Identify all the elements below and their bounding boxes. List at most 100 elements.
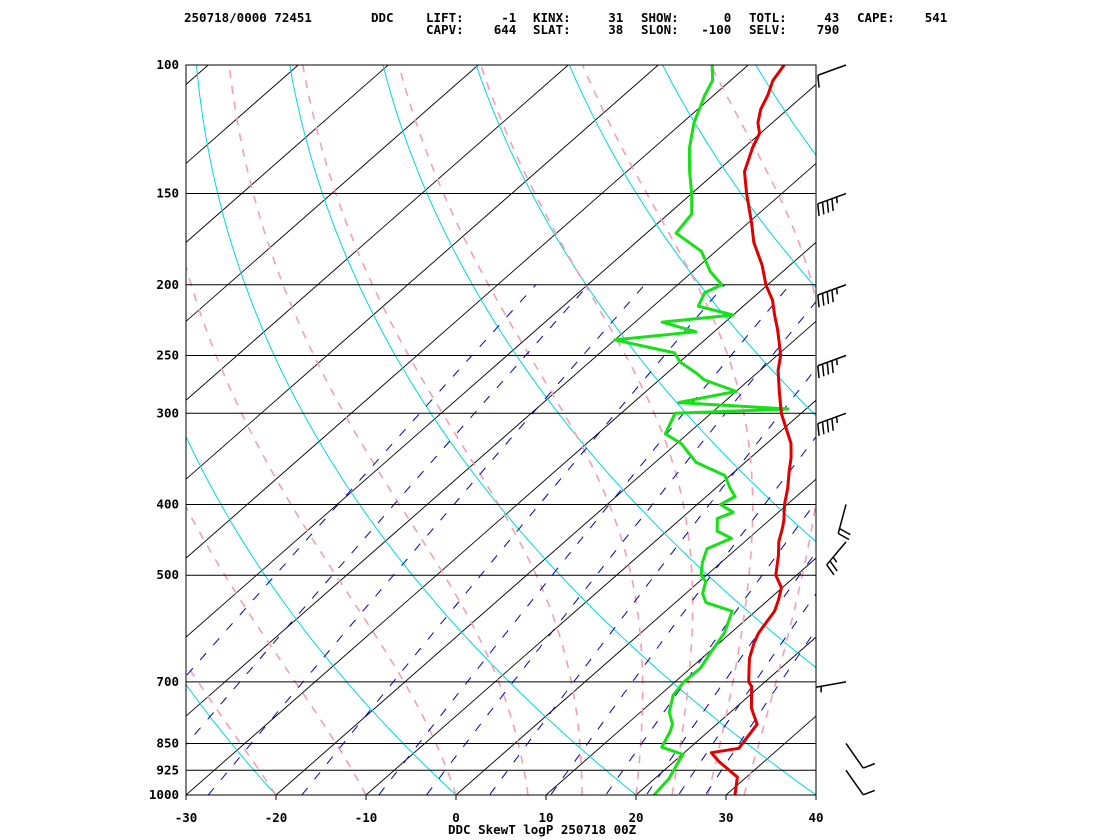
wind-barb-flag bbox=[821, 202, 825, 215]
wind-barb-flag bbox=[829, 560, 838, 572]
dry-adiabat-line bbox=[186, 435, 457, 795]
isotherm-line bbox=[275, 320, 816, 795]
isotherm-line bbox=[186, 65, 299, 165]
wind-barb bbox=[845, 769, 876, 796]
wind-barb-flag bbox=[826, 362, 830, 375]
moist-adiabat-line bbox=[186, 505, 367, 795]
header: 250718/0000 72451 DDC LIFT: -1 KINX: 31 … bbox=[184, 10, 947, 37]
header-cape: CAPE: 541 bbox=[857, 10, 947, 25]
pressure-tick-label: 200 bbox=[156, 277, 179, 292]
pressure-tick-label: 300 bbox=[156, 405, 179, 420]
wind-barb-flag bbox=[831, 418, 834, 431]
wind-barb-staff bbox=[845, 769, 864, 796]
dry-adiabat-line bbox=[568, 65, 816, 417]
moist-adiabat-line bbox=[186, 662, 277, 795]
isotherm-line bbox=[365, 399, 816, 795]
temperature-tick-label: -20 bbox=[265, 810, 288, 825]
wind-barbs bbox=[816, 64, 876, 796]
wind-barb bbox=[817, 354, 847, 379]
header-lift: LIFT: -1 bbox=[426, 10, 516, 25]
wind-barb-flag bbox=[831, 360, 834, 374]
isotherm-line bbox=[545, 557, 816, 795]
mixing-ratio-line bbox=[677, 592, 816, 795]
wind-barb bbox=[817, 284, 847, 308]
wind-barb bbox=[817, 192, 847, 217]
temperature-tick-label: 40 bbox=[808, 810, 823, 825]
pressure-tick-label: 925 bbox=[156, 762, 179, 777]
temperature-tick-label: 10 bbox=[538, 810, 553, 825]
wind-barb-half-flag bbox=[835, 288, 838, 295]
isotherm-line bbox=[186, 162, 816, 717]
wind-barb-flag bbox=[831, 289, 834, 303]
temperature-profile-line bbox=[709, 65, 793, 795]
mixing-ratio-line bbox=[488, 367, 816, 795]
isotherm-line bbox=[186, 65, 479, 322]
pressure-axis: 100 150 200 250 300 400 500 700 850 925 1000 bbox=[149, 57, 179, 802]
dry-adiabat-line bbox=[755, 65, 816, 156]
wind-barb-half-flag bbox=[835, 196, 838, 204]
dry-adiabat-line bbox=[382, 65, 816, 669]
wind-barb-flag bbox=[817, 75, 820, 88]
isotherm-line bbox=[186, 65, 389, 243]
temperature-tick-label: 30 bbox=[718, 810, 733, 825]
isotherm-line bbox=[906, 65, 1120, 795]
header-show: SHOW: 0 bbox=[641, 10, 731, 25]
wind-barb-flag bbox=[817, 423, 820, 436]
pressure-tick-label: 400 bbox=[156, 497, 179, 512]
wind-barb bbox=[817, 64, 847, 88]
header-id: 250718/0000 72451 bbox=[184, 10, 312, 25]
wind-barb-flag bbox=[839, 527, 851, 536]
wind-barb-flag bbox=[826, 564, 835, 576]
dry-adiabat-line bbox=[0, 65, 108, 811]
moist-adiabat-line bbox=[228, 65, 529, 795]
wind-barb bbox=[845, 743, 876, 769]
header-capv: CAPV: 644 bbox=[426, 22, 516, 37]
isotherm-line bbox=[186, 241, 816, 795]
plot-frame bbox=[185, 64, 817, 796]
isotherm-line bbox=[186, 83, 816, 638]
temperature-tick-label: -10 bbox=[355, 810, 378, 825]
isotherm-line bbox=[0, 65, 118, 795]
wind-barb-half-flag bbox=[835, 358, 838, 366]
wind-barb-flag bbox=[837, 532, 850, 541]
moist-adiabat-line bbox=[186, 264, 457, 795]
wind-barb-staff bbox=[817, 64, 847, 76]
isotherm-line bbox=[815, 794, 816, 795]
mixing-ratio-line bbox=[549, 436, 816, 795]
isotherm-line bbox=[0, 65, 28, 795]
mixing-ratio-line bbox=[605, 501, 816, 795]
dry-adiabat-line bbox=[289, 65, 816, 795]
temperature-tick-label: 20 bbox=[628, 810, 643, 825]
mixing-ratio-line bbox=[301, 284, 725, 795]
temperature-tick-label: -30 bbox=[175, 810, 198, 825]
moist-adiabat-line bbox=[398, 65, 644, 795]
wind-barb-flag bbox=[817, 365, 820, 379]
header-station: DDC bbox=[371, 10, 394, 25]
footer-title: DDC SkewT logP 250718 00Z bbox=[448, 822, 637, 837]
wind-barb-flag bbox=[821, 293, 825, 306]
wind-barb-staff bbox=[845, 743, 864, 769]
header-kinx: KINX: 31 bbox=[533, 10, 623, 25]
pressure-tick-label: 850 bbox=[156, 735, 179, 750]
background-reference-lines bbox=[0, 65, 1120, 811]
isotherm-line bbox=[186, 65, 659, 480]
header-selv: SELV: 790 bbox=[749, 22, 839, 37]
pressure-tick-label: 1000 bbox=[149, 787, 179, 802]
isotherm-line bbox=[186, 65, 569, 401]
sounding-profiles bbox=[613, 65, 793, 795]
wind-barb-flag bbox=[831, 198, 834, 212]
wind-barb-flag bbox=[862, 789, 876, 796]
dry-adiabat-line bbox=[195, 65, 637, 795]
dry-adiabat-line bbox=[475, 65, 816, 543]
dry-adiabat-line bbox=[942, 65, 1120, 811]
pressure-tick-label: 100 bbox=[156, 57, 179, 72]
wind-barb bbox=[837, 504, 851, 541]
mixing-ratio-line bbox=[425, 300, 816, 795]
wind-barb-half-flag bbox=[832, 556, 838, 563]
wind-barb bbox=[826, 541, 847, 576]
wind-barb bbox=[817, 412, 847, 436]
temperature-tick-label: 0 bbox=[452, 810, 460, 825]
wind-barb-flag bbox=[821, 363, 825, 377]
dewpoint-profile-line bbox=[613, 65, 790, 795]
